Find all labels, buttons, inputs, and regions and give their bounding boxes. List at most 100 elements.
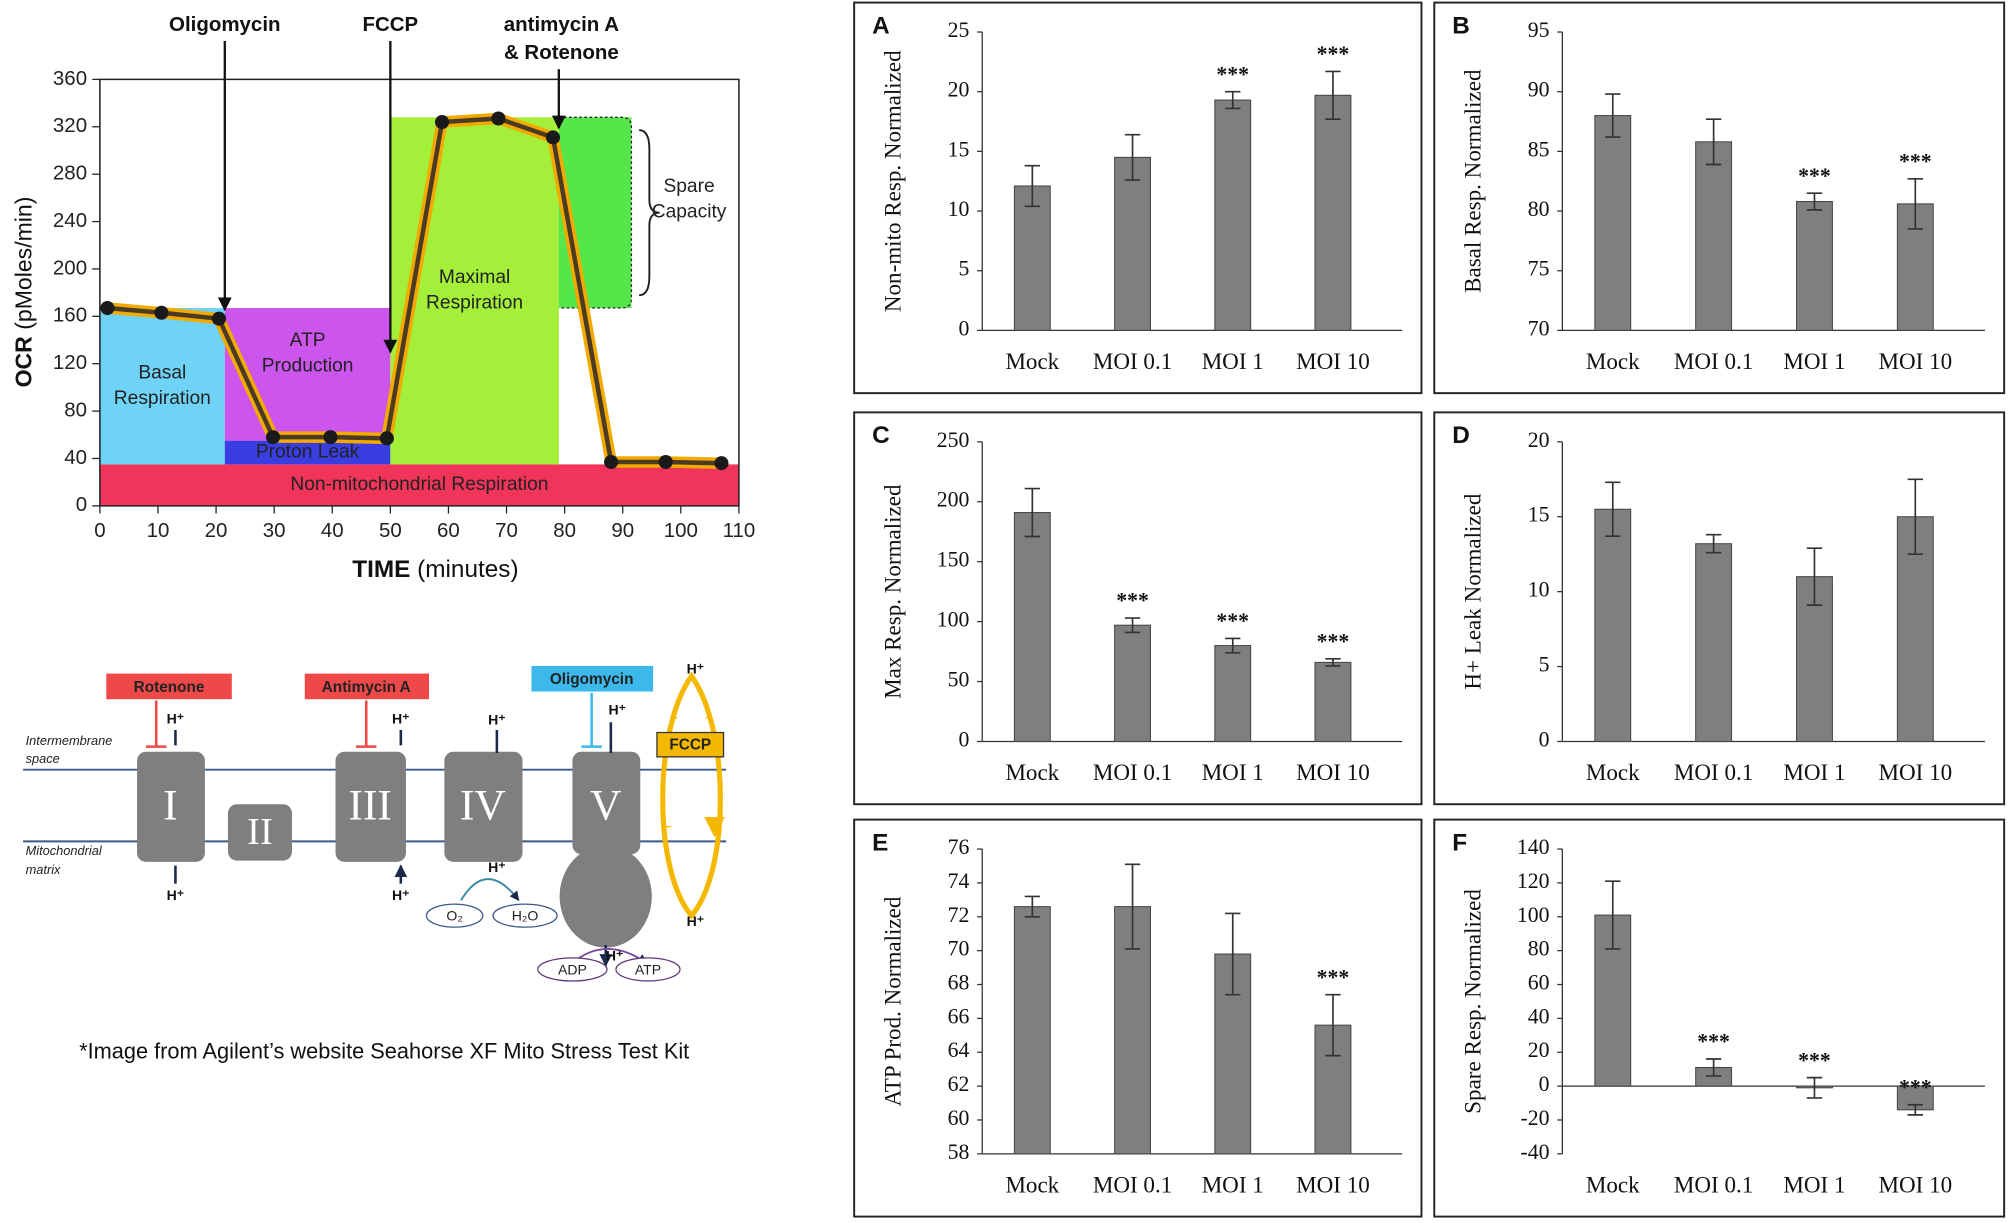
bar — [1214, 99, 1252, 331]
significance: *** — [1216, 62, 1249, 86]
x-tick-label: MOI 1 — [1783, 1171, 1845, 1197]
bar-panel: B Basal Resp. Normalized 70 75 80 85 90 95 Mock M… — [1433, 1, 2006, 395]
error-bar — [1325, 657, 1341, 667]
bar — [1214, 645, 1252, 742]
x-tick-label: MOI 10 — [1879, 348, 1953, 374]
error-bar — [1605, 880, 1621, 950]
y-tick-label: 25 — [948, 18, 970, 42]
panel-frame — [853, 818, 1423, 1218]
y-tick-label: 100 — [1517, 903, 1550, 927]
x-tick-label: MOI 1 — [1783, 759, 1845, 785]
inhibitor-box — [531, 665, 654, 692]
x-tick-label: MOI 0.1 — [1674, 1171, 1753, 1197]
x-tick-label: MOI 0.1 — [1093, 1171, 1172, 1197]
point — [604, 454, 619, 470]
x-tick-label: MOI 10 — [1879, 1171, 1953, 1197]
y-tick-label: 50 — [948, 668, 970, 692]
error-bar — [1024, 487, 1041, 538]
inhibition-line — [581, 692, 602, 748]
region — [99, 308, 225, 465]
region-label: Maximal — [439, 267, 510, 288]
point — [435, 115, 450, 130]
error-bar — [1024, 895, 1041, 918]
complex-label: II — [247, 811, 273, 853]
proton-label: H⁺ — [488, 859, 506, 875]
y-tick-label: 20 — [948, 78, 970, 102]
y-tick-label: 15 — [948, 137, 970, 161]
significance: *** — [1216, 609, 1249, 633]
x-axis-label-rest: (minutes) — [417, 557, 518, 584]
panel-label: A — [872, 12, 890, 39]
x-tick-label: MOI 0.1 — [1093, 759, 1172, 785]
complex — [444, 751, 523, 862]
bar — [1114, 156, 1151, 331]
y-tick-label: 40 — [64, 446, 87, 469]
region — [224, 440, 391, 465]
x-tick-label: Mock — [1586, 348, 1640, 374]
inhibition-line — [145, 700, 377, 748]
y-tick-label: 40 — [1528, 1004, 1550, 1028]
y-tick-label: 5 — [959, 257, 970, 281]
significance: *** — [1317, 965, 1350, 989]
significance: *** — [1899, 149, 1932, 173]
y-tick-label: 5 — [1539, 653, 1550, 677]
y-tick-label: 95 — [1528, 18, 1550, 42]
line — [107, 116, 722, 466]
y-tick-label: 0 — [1539, 727, 1550, 751]
y-tick-label: 80 — [1528, 197, 1550, 221]
error-bar — [1806, 1076, 1823, 1099]
inhibitor-label: Oligomycin — [550, 671, 634, 688]
x-tick-label: MOI 0.1 — [1093, 348, 1172, 374]
complex — [137, 751, 205, 862]
molecule-label: ADP — [558, 961, 587, 977]
x-tick-label: MOI 1 — [1202, 1171, 1264, 1197]
y-tick-label: 10 — [1528, 578, 1550, 602]
y-tick-label: 320 — [53, 114, 87, 137]
annotation: antimycin A — [504, 13, 619, 36]
x-axis-label: TIME (minutes) — [352, 557, 518, 584]
x-tick-label: MOI 10 — [1296, 348, 1370, 374]
point — [379, 431, 394, 446]
bar-panel: E ATP Prod. Normalized 58 60 62 64 66 68 70 72 74 7… — [853, 818, 1423, 1218]
annotation: & Rotenone — [504, 41, 619, 64]
x-tick-label: Mock — [1005, 759, 1059, 785]
y-tick-label: 74 — [948, 869, 970, 893]
y-axis-label: ATP Prod. Normalized — [879, 896, 905, 1106]
complex — [335, 751, 406, 862]
x-tick-label: 40 — [321, 519, 344, 542]
complex — [559, 845, 652, 948]
x-tick-label: MOI 10 — [1296, 1171, 1370, 1197]
y-tick-label: 250 — [937, 428, 970, 452]
y-axis-label-rest: (pMoles/min) — [11, 197, 37, 330]
x-tick-label: 70 — [495, 519, 518, 542]
y-tick-label: 70 — [948, 937, 970, 961]
etc-diagram: Intermembrane space Mitochondrial matrix… — [23, 660, 726, 982]
caption: *Image from Agilent’s website Seahorse X… — [79, 1038, 689, 1063]
significance: *** — [1697, 1030, 1730, 1054]
region-label: Respiration — [114, 388, 211, 409]
inhibitor-label: Rotenone — [134, 679, 205, 696]
proton-label: H⁺ — [608, 701, 626, 717]
error-bar — [1705, 533, 1722, 554]
molecule-bubble — [425, 903, 484, 928]
annotation: Oligomycin — [169, 13, 280, 36]
error-bar — [1325, 70, 1341, 120]
x-tick-label: 90 — [611, 519, 634, 542]
error-bar — [1124, 617, 1141, 634]
region-label: Capacity — [652, 202, 727, 223]
bar-panel: C Max Resp. Normalized 0 50 100 150 200 250 Mock… — [853, 411, 1423, 806]
complex-label: V — [590, 781, 621, 829]
point — [714, 456, 729, 471]
error-bar — [1806, 547, 1823, 606]
bar — [1796, 200, 1833, 331]
panel-label: D — [1452, 422, 1470, 449]
y-axis-label: H+ Leak Normalized — [1460, 493, 1486, 689]
y-tick-label: 20 — [1528, 1038, 1550, 1062]
bar — [1314, 661, 1352, 742]
bar-panel: D H+ Leak Normalized 0 5 10 15 20 Mock MOI 0.1 MO… — [1433, 411, 2006, 806]
inhibitor-box — [106, 673, 232, 700]
error-bar — [1705, 1058, 1722, 1077]
x-tick-label: 20 — [205, 519, 228, 542]
x-tick-label: Mock — [1586, 759, 1640, 785]
